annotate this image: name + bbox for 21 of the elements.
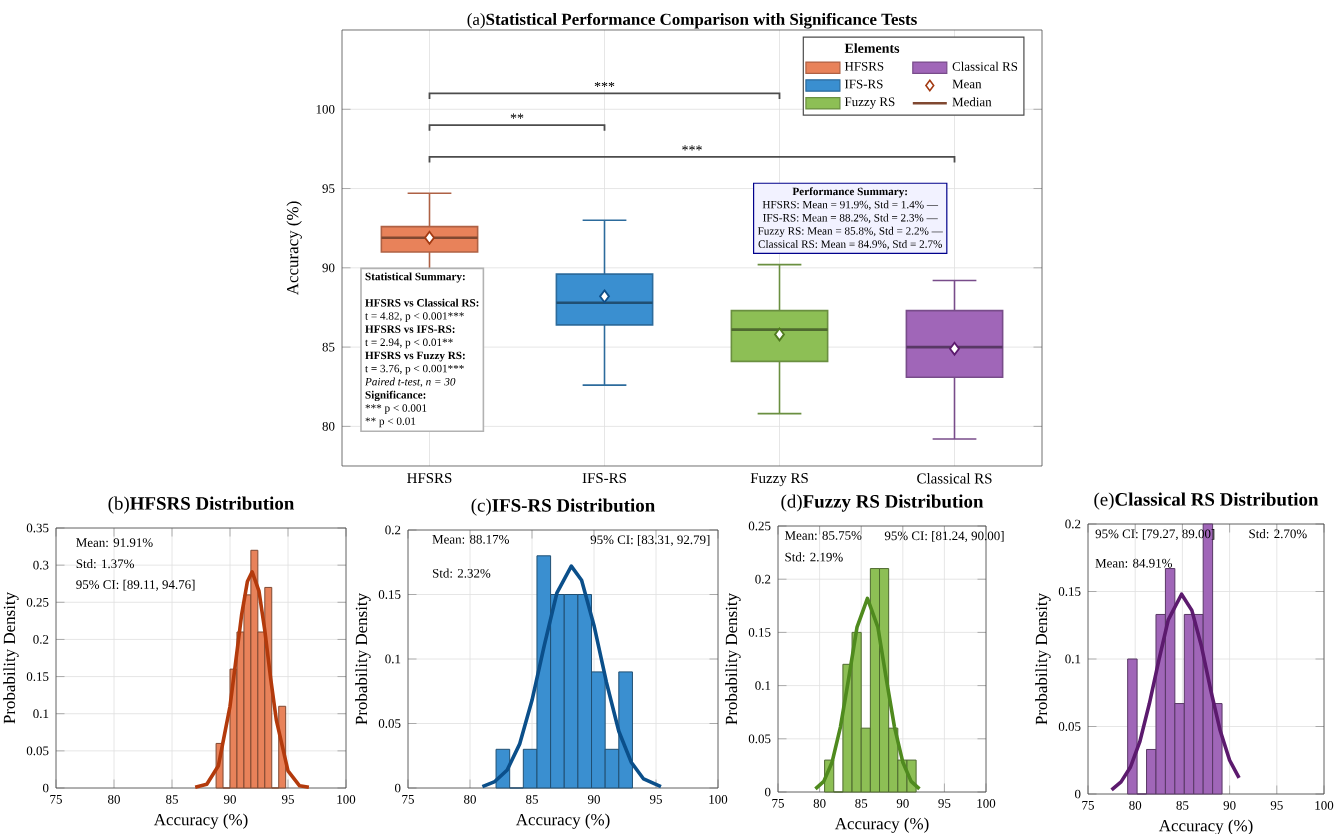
chart-title: (c)IFS-RS Distribution: [471, 498, 655, 516]
x-axis-title: Accuracy (%): [1158, 819, 1253, 834]
x-axis-title: Accuracy (%): [834, 817, 929, 833]
chart-title: (e)Classical RS Distribution: [1094, 492, 1319, 510]
x-axis-title: Accuracy (%): [153, 813, 248, 829]
point: [774, 327, 785, 342]
y-axis-title: Probability Density: [3, 591, 19, 724]
y-axis-title: Probability Density: [725, 592, 741, 725]
point: [949, 341, 960, 356]
y-axis-title: Accuracy (%): [286, 201, 302, 296]
point: [599, 289, 610, 304]
chart-title: (a)Statistical Performance Comparison with Significance Tests: [467, 12, 917, 29]
line-series: [1109, 592, 1241, 792]
point: [424, 230, 435, 245]
chart-title: (b)HFSRS Distribution: [108, 496, 295, 514]
x-axis-title: Accuracy (%): [515, 813, 610, 829]
chart-title: (d)Fuzzy RS Distribution: [781, 494, 984, 512]
line-series: [193, 570, 311, 790]
y-axis-title: Probability Density: [1035, 592, 1051, 725]
y-axis-title: Probability Density: [355, 592, 371, 725]
line-series: [813, 596, 922, 791]
